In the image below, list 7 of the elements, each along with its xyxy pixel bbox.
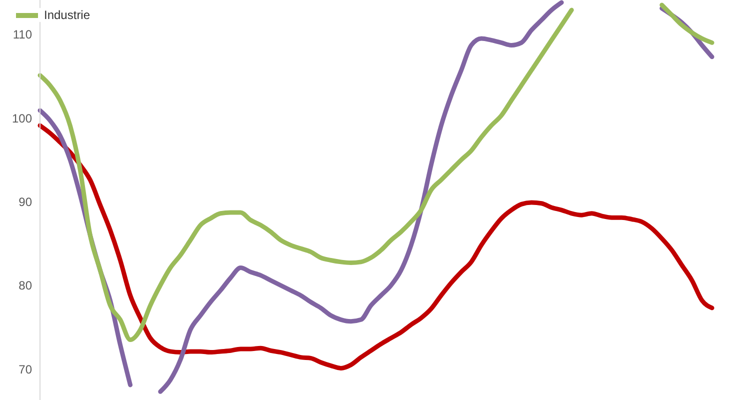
- y-tick-label: 110: [12, 28, 32, 42]
- legend-label: Industrie: [44, 8, 90, 22]
- y-tick-label: 90: [18, 194, 32, 209]
- line-series: [38, 123, 714, 370]
- y-tick-label: 100: [12, 111, 32, 126]
- y-tick-label: 70: [18, 362, 32, 376]
- y-tick-label: 80: [18, 278, 32, 293]
